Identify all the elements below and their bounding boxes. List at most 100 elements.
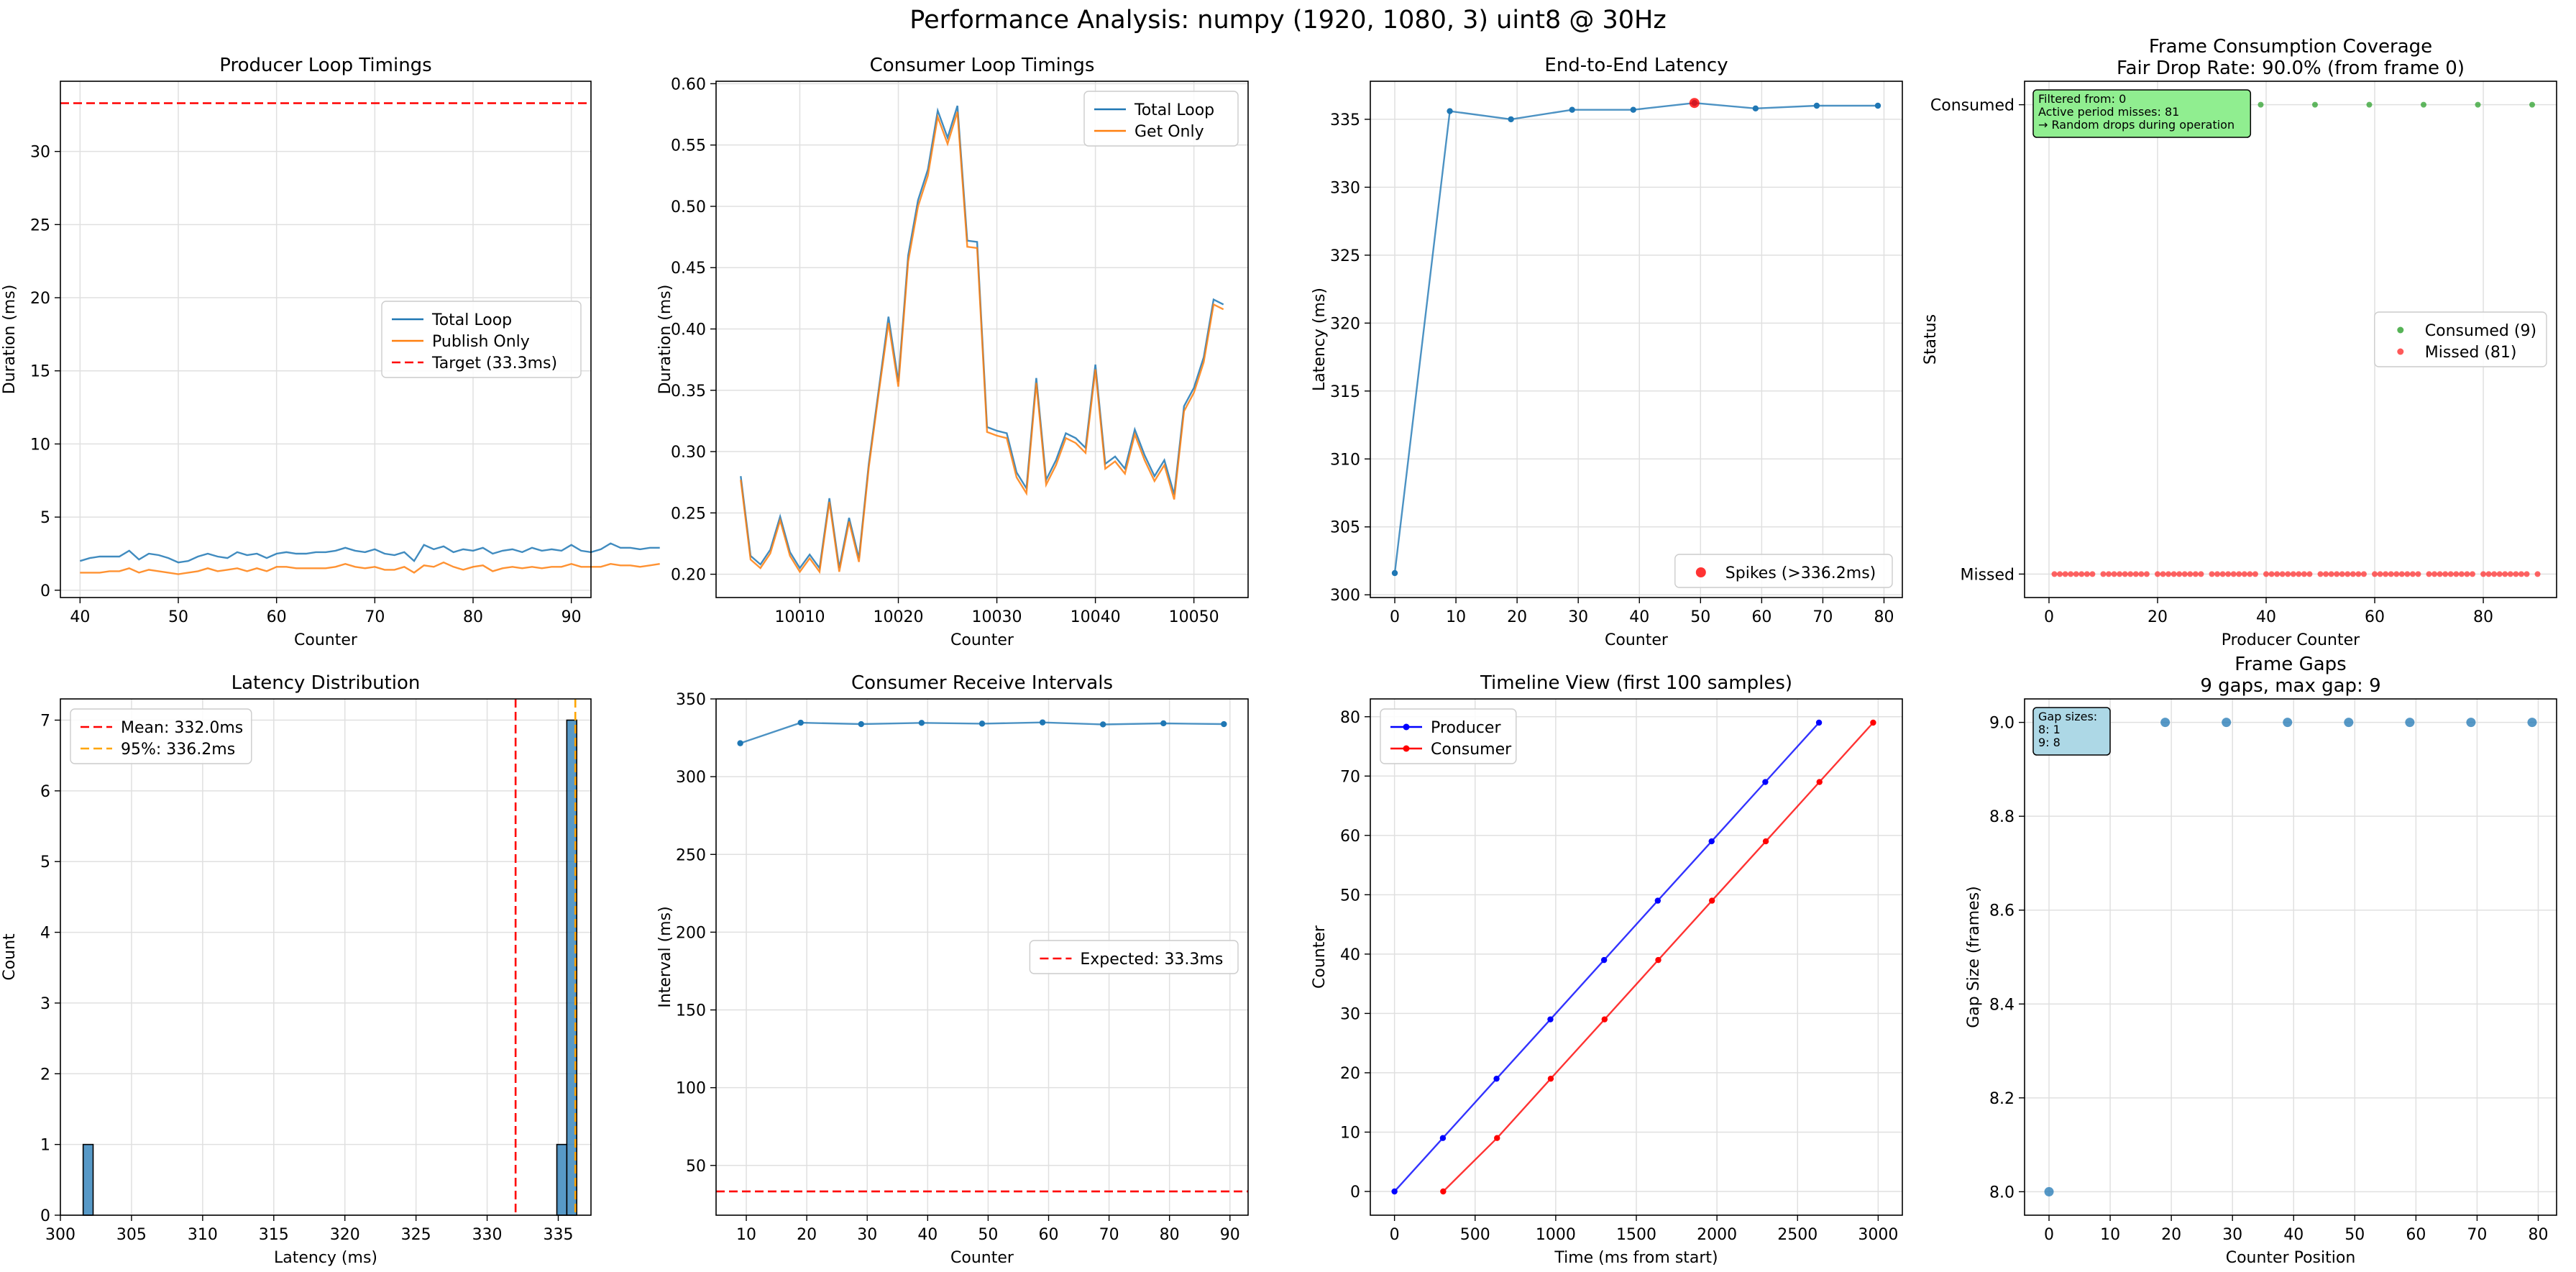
- series-line: [80, 561, 660, 575]
- chart-title: Frame Consumption Coverage: [2149, 36, 2432, 58]
- chart-subtitle: 9 gaps, max gap: 9: [2200, 675, 2380, 697]
- y-tick-label: 50: [1340, 887, 1360, 905]
- data-point: [1816, 779, 1823, 785]
- x-tick-label: 0: [2044, 608, 2054, 626]
- y-tick-label: Missed: [1960, 566, 2014, 584]
- x-tick-label: 335: [543, 1226, 573, 1244]
- x-tick-label: 10: [2100, 1226, 2120, 1244]
- data-point: [1160, 720, 1167, 727]
- data-point: [2160, 571, 2166, 577]
- data-point: [1762, 838, 1769, 845]
- data-point: [1815, 719, 1823, 726]
- data-point: [1762, 779, 1769, 785]
- chart-intervals: 10 20 30 40 50 60 70 80 90 50 100 150 200 250 300 350 Co…: [656, 672, 1249, 1267]
- data-point: [2296, 571, 2302, 577]
- legend: Producer Consumer: [1380, 708, 1517, 764]
- x-tick-label: 2500: [1777, 1226, 1818, 1244]
- y-axis-label: Counter: [1311, 925, 1329, 989]
- series-line: [1393, 101, 1878, 574]
- chart-title: Latency Distribution: [232, 672, 421, 694]
- data-point: [1440, 1188, 1447, 1195]
- data-point: [2466, 718, 2476, 728]
- y-tick-label: 15: [30, 363, 50, 381]
- data-point: [2127, 571, 2134, 577]
- data-point: [2350, 571, 2356, 577]
- y-tick-label: 80: [1340, 709, 1360, 727]
- x-tick-label: 50: [2344, 1226, 2365, 1244]
- histogram-bar: [82, 1143, 94, 1216]
- x-tick-label: 10010: [774, 608, 825, 626]
- data-point: [2328, 571, 2334, 577]
- data-point: [1654, 897, 1661, 904]
- x-tick-label: 1500: [1616, 1226, 1656, 1244]
- data-point: [2404, 571, 2411, 577]
- y-tick-label: 30: [30, 144, 50, 162]
- x-tick-label: 50: [1690, 608, 1710, 626]
- legend-marker: [2397, 326, 2404, 334]
- series-line: [740, 111, 1224, 575]
- chart-producer: 40 50 60 70 80 90 0 5 10 15 20 25 30 Counter Duration …: [1, 55, 660, 649]
- data-point: [797, 719, 804, 726]
- data-point: [2469, 571, 2475, 577]
- data-point: [2453, 571, 2460, 577]
- data-point: [1439, 1135, 1447, 1141]
- x-tick-label: 40: [70, 608, 90, 626]
- data-point: [2360, 571, 2367, 577]
- data-point: [1874, 102, 1881, 109]
- y-tick-label: 0: [1350, 1184, 1360, 1202]
- legend-label: Publish Only: [432, 333, 530, 351]
- annotation-line: Gap sizes:: [2038, 710, 2097, 723]
- y-tick-label: 2: [40, 1066, 50, 1084]
- legend-box: [381, 301, 582, 378]
- data-point: [2529, 101, 2536, 108]
- data-point: [2283, 718, 2293, 728]
- annotation-background: [2032, 89, 2252, 138]
- y-tick-label: 9.0: [1989, 715, 2014, 733]
- data-point: [1099, 721, 1106, 728]
- axes-frame: [715, 698, 1249, 1216]
- data-point: [918, 720, 925, 726]
- data-point: [2393, 571, 2400, 577]
- data-point: [2230, 571, 2237, 577]
- x-axis-label: Counter: [1605, 631, 1669, 649]
- legend-box: [1083, 91, 1239, 147]
- y-tick-label: 0.55: [671, 137, 706, 155]
- chart-gaps: 0 10 20 30 40 50 60 70 80 8.0 8.2 8.4 8.6 8.8 9.0 Count…: [1965, 654, 2557, 1267]
- data-point: [1870, 719, 1876, 726]
- data-point: [2062, 571, 2068, 577]
- x-axis-label: Producer Counter: [2222, 631, 2360, 649]
- data-point: [2057, 571, 2063, 577]
- data-point: [2415, 571, 2421, 577]
- data-point: [1221, 720, 1227, 728]
- data-point: [1547, 1016, 1554, 1022]
- data-point: [2247, 571, 2253, 577]
- annotation-box: Gap sizes:8: 19: 8: [2032, 707, 2111, 756]
- data-point: [2214, 571, 2221, 577]
- data-point: [1039, 719, 1046, 726]
- annotation-line: 8: 1: [2038, 723, 2061, 736]
- y-axis-label: Latency (ms): [1311, 288, 1329, 391]
- series-line: [1393, 722, 1820, 1192]
- y-tick-label: 0.35: [671, 383, 706, 401]
- y-tick-label: 250: [676, 846, 706, 864]
- legend-label: Missed (81): [2425, 344, 2517, 362]
- x-tick-label: 60: [2365, 608, 2385, 626]
- y-tick-label: 3: [40, 995, 50, 1013]
- y-tick-label: 325: [1330, 247, 1360, 265]
- axes-frame: [60, 81, 592, 598]
- data-point: [2388, 571, 2394, 577]
- chart-timeline: 0 500 1000 1500 2000 2500 3000 0 10 20 30 40 50 60 70 8…: [1311, 672, 1903, 1267]
- data-point: [2372, 571, 2378, 577]
- legend-label: Mean: 332.0ms: [121, 719, 243, 737]
- data-point: [2507, 571, 2513, 577]
- y-tick-label: 20: [1340, 1065, 1360, 1083]
- chart-coverage: 0 20 40 60 80 Missed Consumed Producer Counter S…: [1922, 36, 2557, 649]
- data-point: [2192, 571, 2199, 577]
- x-tick-label: 20: [1507, 608, 1527, 626]
- chart-title: Consumer Receive Intervals: [851, 672, 1113, 694]
- data-point: [1655, 956, 1661, 964]
- data-point: [2187, 571, 2194, 577]
- y-axis-label: Status: [1922, 314, 1940, 365]
- figure-suptitle: Performance Analysis: numpy (1920, 1080,…: [909, 6, 1667, 35]
- y-tick-label: 7: [40, 713, 50, 731]
